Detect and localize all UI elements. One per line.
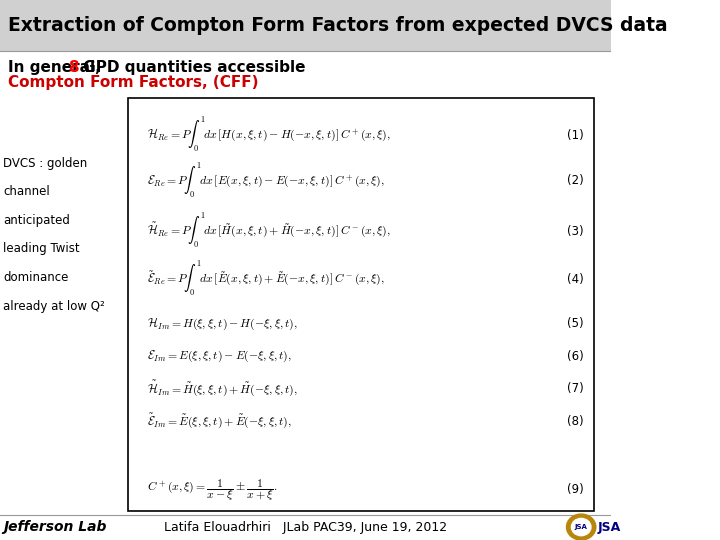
Text: (5): (5) (567, 318, 584, 330)
Text: $\mathcal{E}_{Im} = E(\xi,\xi,t) - E(-\xi,\xi,t),$: $\mathcal{E}_{Im} = E(\xi,\xi,t) - E(-\x… (147, 349, 292, 364)
Text: JSA: JSA (575, 524, 588, 530)
Text: $\tilde{\mathcal{E}}_{Im} = \tilde{E}(\xi,\xi,t) + \tilde{E}(-\xi,\xi,t),$: $\tilde{\mathcal{E}}_{Im} = \tilde{E}(\x… (147, 412, 292, 430)
Text: $\tilde{\mathcal{H}}_{Im} = \tilde{H}(\xi,\xi,t) + \tilde{H}(-\xi,\xi,t),$: $\tilde{\mathcal{H}}_{Im} = \tilde{H}(\x… (147, 379, 297, 399)
Text: anticipated: anticipated (3, 214, 70, 227)
Text: already at low Q²: already at low Q² (3, 300, 105, 313)
Text: $C^+(x,\xi) = \dfrac{1}{x-\xi} \pm \dfrac{1}{x+\xi}.$: $C^+(x,\xi) = \dfrac{1}{x-\xi} \pm \dfra… (147, 477, 277, 503)
Text: GPD quantities accessible: GPD quantities accessible (78, 60, 306, 75)
Text: DVCS : golden: DVCS : golden (3, 157, 87, 170)
Text: (3): (3) (567, 225, 584, 238)
Text: $\mathcal{H}_{Im} = H(\xi,\xi,t) - H(-\xi,\xi,t),$: $\mathcal{H}_{Im} = H(\xi,\xi,t) - H(-\x… (147, 316, 297, 332)
Text: (2): (2) (567, 174, 584, 187)
Text: JSA: JSA (598, 521, 621, 534)
Text: leading Twist: leading Twist (3, 242, 80, 255)
FancyBboxPatch shape (0, 0, 611, 51)
Text: $\mathcal{E}_{Re} = P\!\int_0^1\! dx\,[E(x,\xi,t) - E(-x,\xi,t)]\,C^+(x,\xi),$: $\mathcal{E}_{Re} = P\!\int_0^1\! dx\,[E… (147, 161, 384, 200)
Text: (1): (1) (567, 129, 584, 141)
Text: $\tilde{\mathcal{E}}_{Re} = P\!\int_0^1\! dx\,[\tilde{E}(x,\xi,t) + \tilde{E}(-x: $\tilde{\mathcal{E}}_{Re} = P\!\int_0^1\… (147, 260, 384, 299)
Text: Jefferson Lab: Jefferson Lab (3, 520, 107, 534)
Text: (4): (4) (567, 273, 584, 286)
Text: 8: 8 (68, 60, 78, 75)
Text: (7): (7) (567, 382, 584, 395)
Text: $\tilde{\mathcal{H}}_{Re} = P\!\int_0^1\! dx\,[\tilde{H}(x,\xi,t) + \tilde{H}(-x: $\tilde{\mathcal{H}}_{Re} = P\!\int_0^1\… (147, 212, 390, 251)
Circle shape (572, 518, 591, 536)
Text: dominance: dominance (3, 271, 68, 284)
Text: (9): (9) (567, 483, 584, 496)
Circle shape (567, 514, 596, 540)
Text: (6): (6) (567, 350, 584, 363)
Text: In general,: In general, (8, 60, 106, 75)
Text: Extraction of Compton Form Factors from expected DVCS data: Extraction of Compton Form Factors from … (8, 16, 667, 36)
Text: Latifa Elouadrhiri   JLab PAC39, June 19, 2012: Latifa Elouadrhiri JLab PAC39, June 19, … (164, 521, 447, 534)
Text: Compton Form Factors, (CFF): Compton Form Factors, (CFF) (8, 75, 258, 90)
Text: (8): (8) (567, 415, 584, 428)
FancyBboxPatch shape (128, 98, 594, 511)
Text: channel: channel (3, 185, 50, 198)
Text: $\mathcal{H}_{Re} = P\!\int_0^1\! dx\,[H(x,\xi,t) - H(-x,\xi,t)]\,C^+(x,\xi),$: $\mathcal{H}_{Re} = P\!\int_0^1\! dx\,[H… (147, 116, 390, 154)
